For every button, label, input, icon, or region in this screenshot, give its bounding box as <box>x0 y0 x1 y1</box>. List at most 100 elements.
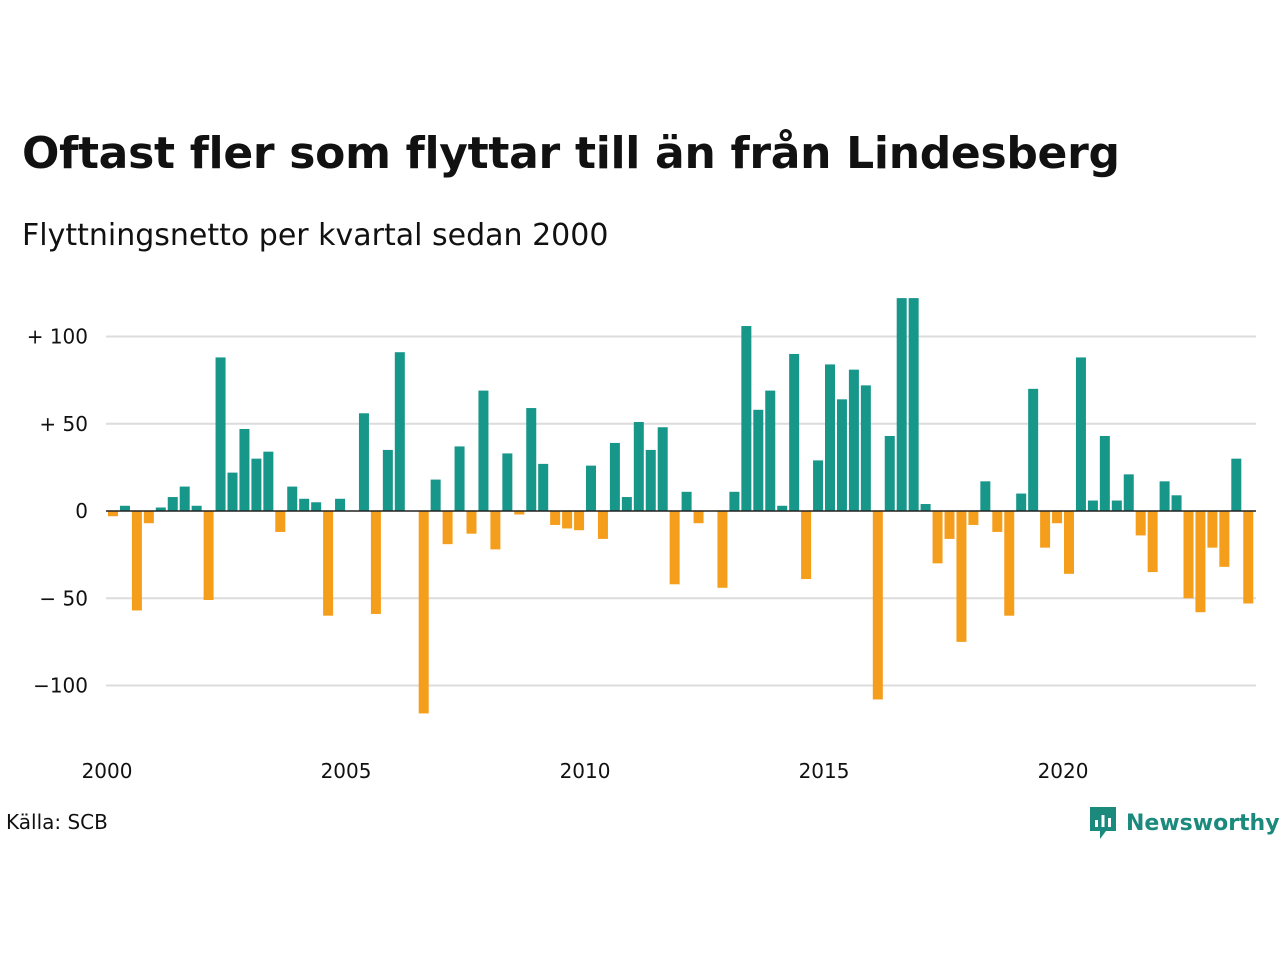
newsworthy-brand[interactable]: Newsworthy <box>1088 803 1280 843</box>
bar: 2004 K3: -60 <box>323 511 334 616</box>
bar: 2016 K2: 43 <box>884 435 895 511</box>
bar: 2016 K4: 122 <box>908 298 919 511</box>
bar: 2011 K2: 35 <box>645 449 656 511</box>
bar: 2002 K3: 22 <box>227 472 238 511</box>
bar: 2000 K1: -3 <box>108 511 118 517</box>
bar: 2018 K2: 17 <box>980 481 991 511</box>
bar: 2018 K3: -12 <box>992 511 1003 532</box>
bar: 2019 K4: -7 <box>1052 511 1063 524</box>
bar: 2009 K3: -10 <box>562 511 573 529</box>
bar: 2000 K4: -7 <box>143 511 154 524</box>
bar: 2013 K4: 69 <box>765 390 776 511</box>
y-tick-label: 0 <box>75 499 88 523</box>
x-tick-label: 2020 <box>1038 759 1089 783</box>
source-note: Källa: SCB <box>6 810 108 834</box>
bar: 2020 K3: 6 <box>1087 500 1098 511</box>
bar: 2005 K2: 56 <box>358 413 369 511</box>
bar: 2003 K2: 34 <box>263 451 274 511</box>
bar: 2017 K4: -75 <box>956 511 967 642</box>
chart-title: Oftast fler som flyttar till än från Lin… <box>22 128 1120 179</box>
bar: 2003 K3: -12 <box>275 511 286 532</box>
bar: 2002 K1: -51 <box>203 511 214 600</box>
bar: 2019 K3: -21 <box>1040 511 1051 548</box>
newsworthy-logo-icon <box>1090 807 1116 839</box>
bar: 2010 K3: 39 <box>609 442 620 511</box>
bar: 2010 K1: 26 <box>586 465 596 511</box>
x-tick-label: 2015 <box>799 759 850 783</box>
bar: 2015 K4: 72 <box>860 385 871 511</box>
bar: 2011 K1: 51 <box>633 422 644 511</box>
bar: 2005 K3: -59 <box>370 511 381 614</box>
bar: 2006 K4: 18 <box>430 479 441 511</box>
bar: 2007 K4: 69 <box>478 390 489 511</box>
bar: 2001 K1: 2 <box>155 507 166 511</box>
bar: 2004 K4: 7 <box>335 498 346 511</box>
bar: 2009 K4: -11 <box>574 511 585 531</box>
bar: 2001 K4: 3 <box>191 505 202 511</box>
bar: 2002 K4: 47 <box>239 428 250 511</box>
bar: 2011 K3: 48 <box>657 427 668 511</box>
bar: 2020 K2: 88 <box>1075 357 1086 511</box>
bar: 2021 K1: 6 <box>1111 500 1122 511</box>
bar: 2023 K3: 30 <box>1231 458 1242 511</box>
bar: 2006 K3: -116 <box>418 511 429 714</box>
bar: 2017 K3: -16 <box>944 511 955 539</box>
bar: 2021 K3: -14 <box>1135 511 1146 536</box>
bar: 2018 K4: -60 <box>1004 511 1015 616</box>
y-tick-label: − 50 <box>39 586 88 610</box>
bar: 2013 K2: 106 <box>741 326 752 511</box>
bar: 2022 K4: -58 <box>1195 511 1206 613</box>
brand-name: Newsworthy <box>1126 810 1280 836</box>
x-tick-label: 2000 <box>82 759 133 783</box>
bar: 2017 K1: 4 <box>920 504 931 511</box>
bar: 2023 K1: -21 <box>1207 511 1218 548</box>
bar: 2008 K4: 59 <box>526 408 537 511</box>
chart-subtitle: Flyttningsnetto per kvartal sedan 2000 <box>22 218 609 253</box>
bar: 2015 K1: 84 <box>825 364 835 511</box>
bar: 2012 K2: -7 <box>693 511 704 524</box>
bar: 2021 K4: -35 <box>1147 511 1158 573</box>
bar: 2019 K1: 10 <box>1016 493 1027 511</box>
bar: 2017 K2: -30 <box>932 511 943 564</box>
bar: 2006 K1: 91 <box>394 352 405 511</box>
bar: 2013 K3: 58 <box>753 409 764 511</box>
bar: 2022 K3: -50 <box>1183 511 1194 599</box>
bar: 2004 K2: 5 <box>311 502 322 511</box>
bar: 2020 K1: -36 <box>1064 511 1074 574</box>
bar: 2008 K2: 33 <box>502 453 513 511</box>
y-tick-label: + 50 <box>39 412 88 436</box>
bar: 2000 K2: 3 <box>119 505 130 511</box>
bar: 2001 K3: 14 <box>179 486 190 511</box>
bar: 2019 K2: 70 <box>1028 388 1039 511</box>
bar: 2012 K1: 11 <box>681 491 692 511</box>
bar: 2000 K3: -57 <box>131 511 142 611</box>
bar: 2008 K3: -2 <box>514 511 525 515</box>
bar: 2011 K4: -42 <box>669 511 680 585</box>
x-tick-label: 2010 <box>560 759 611 783</box>
bar: 2020 K4: 43 <box>1099 435 1110 511</box>
bar: 2001 K2: 8 <box>167 497 178 511</box>
bar: 2015 K3: 81 <box>848 369 859 511</box>
bar: 2002 K2: 88 <box>215 357 226 511</box>
bar: 2016 K3: 122 <box>896 298 907 511</box>
bar: 2014 K2: 90 <box>789 353 800 511</box>
bar: 2005 K4: 35 <box>382 449 393 511</box>
bar: 2015 K2: 64 <box>836 399 847 511</box>
y-tick-label: −100 <box>33 674 88 698</box>
bar: 2010 K2: -16 <box>597 511 608 539</box>
bar: 2003 K1: 30 <box>251 458 262 511</box>
y-tick-label: + 100 <box>27 325 88 349</box>
bar: 2021 K2: 21 <box>1123 474 1134 511</box>
bar: 2022 K1: 17 <box>1159 481 1170 511</box>
bar: 2013 K1: 11 <box>729 491 740 511</box>
bar: 2023 K2: -32 <box>1219 511 1230 567</box>
bar: 2023 K4: -53 <box>1243 511 1254 604</box>
bar: 2010 K4: 8 <box>621 497 632 511</box>
bar: 2003 K4: 14 <box>287 486 298 511</box>
bar: 2008 K1: -22 <box>490 511 501 550</box>
bar: 2014 K1: 3 <box>777 505 788 511</box>
bar: 2004 K1: 7 <box>299 498 310 511</box>
x-tick-label: 2005 <box>321 759 372 783</box>
bar: 2014 K3: -39 <box>801 511 812 580</box>
